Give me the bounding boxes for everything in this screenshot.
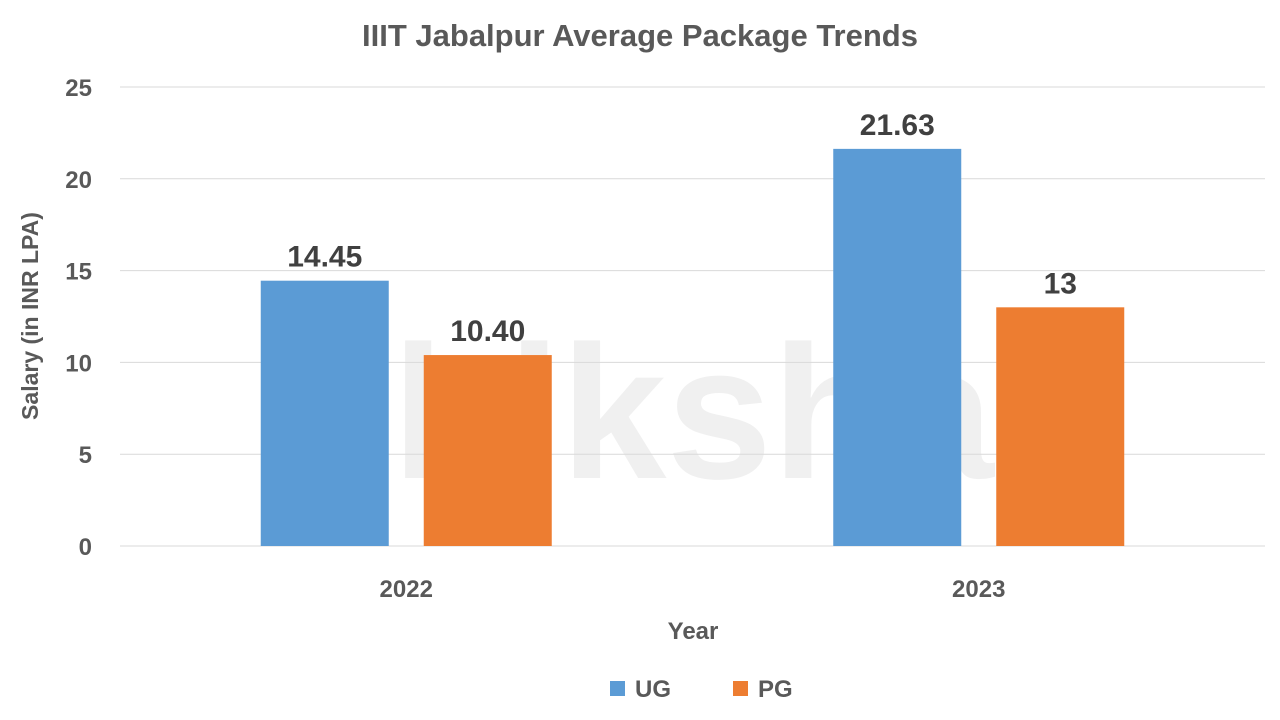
data-label: 14.45 — [287, 241, 362, 274]
y-tick-label: 25 — [65, 75, 92, 102]
bar-pg-2023 — [996, 307, 1125, 546]
bar-ug-2022 — [260, 280, 389, 546]
data-label: 10.40 — [450, 315, 525, 348]
y-tick-label: 10 — [65, 350, 92, 377]
x-tick-label: 2022 — [380, 576, 433, 603]
bar-pg-2022 — [423, 355, 552, 546]
legend-swatch-pg — [733, 681, 748, 696]
legend: UG PG — [610, 676, 793, 703]
y-tick-label: 5 — [79, 442, 92, 469]
x-tick-label: 2023 — [952, 576, 1005, 603]
y-tick-label: 0 — [79, 534, 92, 561]
y-tick-label: 15 — [65, 259, 92, 286]
legend-label: UG — [635, 676, 671, 703]
legend-swatch-ug — [610, 681, 625, 696]
y-tick-label: 20 — [65, 167, 92, 194]
x-axis-label: Year — [668, 618, 719, 645]
data-label: 21.63 — [860, 109, 935, 142]
data-label: 13 — [1044, 267, 1077, 300]
legend-label: PG — [758, 676, 793, 703]
bar-ug-2023 — [833, 148, 962, 546]
chart-title: IIIT Jabalpur Average Package Trends — [362, 18, 918, 53]
y-axis-label: Salary (in INR LPA) — [17, 212, 43, 420]
